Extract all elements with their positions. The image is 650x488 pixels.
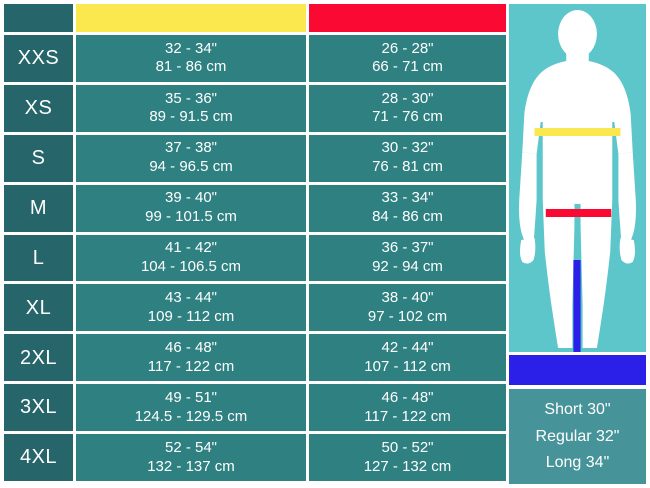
header-waist-color-bar	[309, 4, 509, 35]
row-size-label: XS	[4, 84, 76, 135]
table-row: XS 35 - 36" 89 - 91.5 cm 28 - 30" 71 - 7…	[4, 84, 509, 135]
row-waist-value: 42 - 44" 107 - 112 cm	[309, 334, 509, 385]
chest-inches: 41 - 42"	[164, 239, 218, 257]
row-size-label: L	[4, 234, 76, 285]
row-waist-value: 28 - 30" 71 - 76 cm	[309, 84, 509, 135]
chest-inches: 46 - 48"	[164, 338, 218, 356]
chest-cm: 124.5 - 129.5 cm	[134, 407, 248, 425]
waist-inches: 46 - 48"	[381, 388, 434, 406]
table-row: M 39 - 40" 99 - 101.5 cm 33 - 34" 84 - 8…	[4, 184, 509, 235]
row-chest-value: 32 - 34" 81 - 86 cm	[76, 35, 309, 85]
chest-inches: 32 - 34"	[164, 39, 218, 57]
chest-measure-line	[534, 128, 621, 136]
row-chest-value: 49 - 51" 124.5 - 129.5 cm	[76, 384, 309, 435]
waist-cm: 71 - 76 cm	[372, 108, 443, 126]
waist-inches: 36 - 37"	[381, 239, 434, 257]
waist-inches: 50 - 52"	[381, 438, 434, 456]
row-size-label: S	[4, 134, 76, 185]
inseam-measure-line	[573, 260, 581, 352]
row-size-label: 3XL	[4, 384, 76, 435]
chest-inches: 49 - 51"	[164, 388, 218, 406]
table-row: 4XL 52 - 54" 132 - 137 cm 50 - 52" 127 -…	[4, 434, 509, 485]
waist-inches: 42 - 44"	[381, 338, 434, 356]
waist-cm: 92 - 94 cm	[372, 258, 443, 275]
waist-inches: 28 - 30"	[381, 89, 434, 107]
body-figure-box	[509, 4, 646, 352]
header-size-cell	[4, 4, 76, 35]
inseam-short: Short 30"	[544, 401, 611, 419]
waist-inches: 33 - 34"	[381, 189, 434, 207]
chest-inches: 43 - 44"	[164, 289, 218, 307]
inseam-color-bar	[509, 355, 646, 385]
row-chest-value: 46 - 48" 117 - 122 cm	[76, 334, 309, 385]
figure-panel: Short 30" Regular 32" Long 34"	[509, 0, 650, 488]
chest-inches: 35 - 36"	[164, 89, 218, 107]
row-chest-value: 52 - 54" 132 - 137 cm	[76, 434, 309, 485]
waist-cm: 76 - 81 cm	[372, 158, 443, 176]
waist-inches: 26 - 28"	[381, 39, 434, 57]
waist-cm: 84 - 86 cm	[372, 208, 443, 226]
table-header-row	[4, 4, 509, 35]
row-size-label: XL	[4, 284, 76, 335]
table-row: XXS 32 - 34" 81 - 86 cm 26 - 28" 66 - 71…	[4, 35, 509, 85]
row-waist-value: 26 - 28" 66 - 71 cm	[309, 35, 509, 85]
row-waist-value: 33 - 34" 84 - 86 cm	[309, 184, 509, 235]
row-waist-value: 46 - 48" 117 - 122 cm	[309, 384, 509, 435]
row-size-label: M	[4, 184, 76, 235]
waist-cm: 107 - 112 cm	[364, 357, 451, 375]
chest-cm: 94 - 96.5 cm	[149, 158, 233, 176]
table-row: S 37 - 38" 94 - 96.5 cm 30 - 32" 76 - 81…	[4, 134, 509, 185]
chest-cm: 109 - 112 cm	[147, 307, 235, 325]
table-row: 2XL 46 - 48" 117 - 122 cm 42 - 44" 107 -…	[4, 334, 509, 385]
waist-cm: 117 - 122 cm	[364, 407, 451, 425]
male-body-silhouette-icon	[518, 10, 637, 352]
row-size-label: 2XL	[4, 334, 76, 385]
size-table: XXS 32 - 34" 81 - 86 cm 26 - 28" 66 - 71…	[4, 4, 509, 485]
chest-cm: 81 - 86 cm	[155, 58, 227, 76]
row-waist-value: 30 - 32" 76 - 81 cm	[309, 134, 509, 185]
waist-measure-line	[545, 209, 612, 217]
chest-cm: 132 - 137 cm	[147, 457, 235, 475]
table-row: 3XL 49 - 51" 124.5 - 129.5 cm 46 - 48" 1…	[4, 384, 509, 435]
chest-inches: 39 - 40"	[164, 189, 218, 207]
table-row: XL 43 - 44" 109 - 112 cm 38 - 40" 97 - 1…	[4, 284, 509, 335]
row-chest-value: 41 - 42" 104 - 106.5 cm	[76, 234, 309, 285]
waist-cm: 97 - 102 cm	[367, 307, 448, 325]
row-waist-value: 36 - 37" 92 - 94 cm	[309, 234, 509, 285]
row-waist-value: 50 - 52" 127 - 132 cm	[309, 434, 509, 485]
row-chest-value: 37 - 38" 94 - 96.5 cm	[76, 134, 309, 185]
row-chest-value: 35 - 36" 89 - 91.5 cm	[76, 84, 309, 135]
chest-cm: 117 - 122 cm	[147, 357, 235, 375]
row-chest-value: 39 - 40" 99 - 101.5 cm	[76, 184, 309, 235]
table-row: L 41 - 42" 104 - 106.5 cm 36 - 37" 92 - …	[4, 234, 509, 285]
waist-inches: 30 - 32"	[381, 139, 434, 157]
inseam-regular: Regular 32"	[535, 427, 620, 445]
waist-inches: 38 - 40"	[381, 289, 434, 307]
row-chest-value: 43 - 44" 109 - 112 cm	[76, 284, 309, 335]
waist-cm: 127 - 132 cm	[363, 457, 452, 475]
chest-inches: 52 - 54"	[164, 438, 218, 456]
chest-inches: 37 - 38"	[164, 139, 218, 157]
inseam-long: Long 34"	[545, 454, 610, 472]
row-size-label: XXS	[4, 35, 76, 85]
waist-cm: 66 - 71 cm	[372, 58, 443, 76]
row-waist-value: 38 - 40" 97 - 102 cm	[309, 284, 509, 335]
inseam-legend: Short 30" Regular 32" Long 34"	[509, 389, 646, 484]
header-chest-color-bar	[76, 4, 309, 35]
row-size-label: 4XL	[4, 434, 76, 485]
chest-cm: 99 - 101.5 cm	[145, 208, 237, 226]
chest-cm: 104 - 106.5 cm	[140, 258, 242, 275]
chest-cm: 89 - 91.5 cm	[149, 108, 233, 126]
